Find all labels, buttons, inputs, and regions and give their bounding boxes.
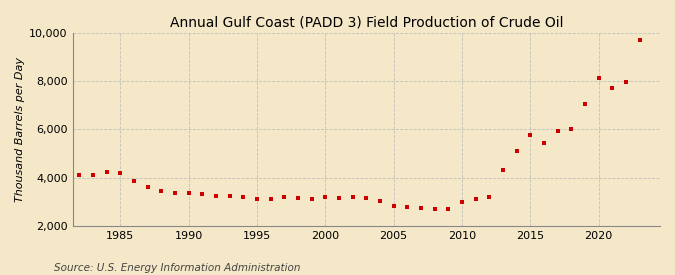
Y-axis label: Thousand Barrels per Day: Thousand Barrels per Day [15, 57, 25, 202]
Title: Annual Gulf Coast (PADD 3) Field Production of Crude Oil: Annual Gulf Coast (PADD 3) Field Product… [169, 15, 563, 29]
Text: Source: U.S. Energy Information Administration: Source: U.S. Energy Information Administ… [54, 263, 300, 273]
